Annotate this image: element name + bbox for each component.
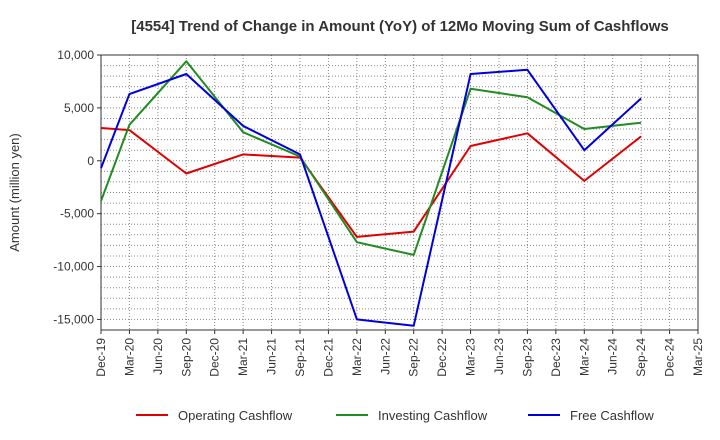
x-tick-label: Mar-25 — [691, 338, 705, 376]
legend-label-operating-cashflow: Operating Cashflow — [178, 408, 293, 423]
x-tick-label: Jun-23 — [492, 338, 506, 375]
x-tick-label: Sep-22 — [407, 338, 421, 377]
y-tick-label: 10,000 — [57, 48, 94, 62]
x-tick-label: Jun-24 — [606, 338, 620, 375]
x-tick-label: Jun-21 — [265, 338, 279, 375]
x-tick-label: Sep-23 — [520, 338, 534, 377]
x-tick-label: Sep-21 — [293, 338, 307, 377]
x-tick-label: Mar-22 — [350, 338, 364, 376]
x-tick-label: Jun-22 — [378, 338, 392, 375]
x-tick-label: Jun-20 — [151, 338, 165, 375]
legend-label-investing-cashflow: Investing Cashflow — [378, 408, 488, 423]
y-tick-label: -15,000 — [53, 312, 94, 326]
y-axis: 10,000 5,000 0 -5,000 -10,000 -15,000 — [53, 48, 101, 326]
x-tick-label: Mar-24 — [577, 338, 591, 376]
x-tick-label: Dec-22 — [435, 338, 449, 377]
y-axis-label: Amount (million yen) — [7, 133, 22, 252]
x-tick-label: Dec-23 — [549, 338, 563, 377]
x-tick-label: Mar-20 — [122, 338, 136, 376]
plot-frame — [100, 54, 699, 331]
y-tick-label: -10,000 — [53, 260, 94, 274]
y-tick-label: 5,000 — [64, 101, 94, 115]
x-tick-label: Mar-23 — [464, 338, 478, 376]
chart-title: [4554] Trend of Change in Amount (YoY) o… — [131, 18, 669, 35]
grid — [100, 54, 699, 331]
x-axis: Dec-19 Mar-20 Jun-20 Sep-20 Dec-20 Mar-21 Jun-… — [94, 330, 705, 377]
series-lines — [100, 60, 642, 327]
x-tick-label: Sep-24 — [634, 338, 648, 377]
x-tick-label: Sep-20 — [179, 338, 193, 377]
x-tick-label: Dec-21 — [321, 338, 335, 377]
operating-cashflow-line — [100, 127, 642, 238]
y-tick-label: -5,000 — [60, 207, 94, 221]
x-tick-label: Mar-21 — [236, 338, 250, 376]
legend-label-free-cashflow: Free Cashflow — [570, 408, 654, 423]
x-tick-label: Dec-19 — [94, 338, 108, 377]
x-tick-label: Dec-20 — [208, 338, 222, 377]
legend: Operating Cashflow Investing Cashflow Free… — [136, 408, 654, 423]
y-tick-label: 0 — [87, 154, 94, 168]
x-tick-label: Dec-24 — [663, 338, 677, 377]
free-cashflow-line — [100, 68, 642, 327]
investing-cashflow-line — [100, 60, 642, 256]
